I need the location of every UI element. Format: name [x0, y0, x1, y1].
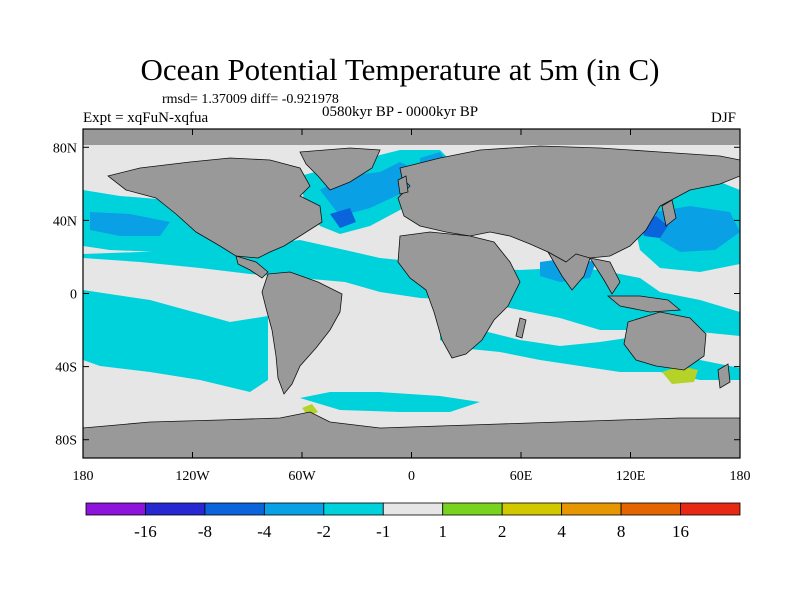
- land-india: [546, 250, 591, 291]
- land-indonesia: [606, 295, 682, 313]
- colorbar-swatch: [204, 502, 265, 516]
- colorbar-swatch: [620, 502, 681, 516]
- colorbar-label: -4: [257, 522, 272, 541]
- land-uk: [397, 175, 409, 195]
- rmsd-diff-text: rmsd= 1.37009 diff= -0.921978: [162, 92, 339, 107]
- land-madagascar: [515, 317, 527, 339]
- colorbar-label: -16: [134, 522, 157, 541]
- anomaly-region-south-australia: [662, 366, 698, 384]
- land-eurasia: [397, 145, 740, 263]
- colorbar-label: 2: [498, 522, 507, 541]
- y-tick-label: 0: [70, 288, 77, 303]
- land-japan: [661, 199, 677, 227]
- land-southeast-asia: [589, 257, 621, 295]
- land-central-america: [235, 255, 269, 279]
- land-australia: [623, 311, 707, 371]
- colorbar-swatch: [680, 502, 741, 516]
- anomaly-region-arctic-atlantic: [320, 162, 420, 216]
- season-label: DJF: [711, 110, 737, 126]
- colorbar-swatch: [85, 502, 146, 516]
- colorbar-label: 8: [617, 522, 626, 541]
- land-greenland: [299, 147, 381, 191]
- x-tick-label: 180: [730, 469, 751, 484]
- land-masses: [83, 145, 740, 458]
- anomaly-region-south-pacific: [83, 290, 268, 392]
- period-label: 0580kyr BP - 0000kyr BP: [322, 104, 479, 120]
- land-arctic-cap: [83, 129, 740, 145]
- chart-title: Ocean Potential Temperature at 5m (in C): [140, 52, 660, 87]
- anomaly-region-gulf-stream: [330, 208, 356, 228]
- colorbar-swatch: [442, 502, 503, 516]
- experiment-label: Expt = xqFuN-xqfua: [83, 110, 209, 126]
- colorbar-label: -8: [198, 522, 212, 541]
- land-new-zealand: [717, 363, 731, 389]
- colorbar: -16 -8 -4 -2 -1 1 2 4 8 16: [85, 502, 741, 541]
- x-tick-label: 60E: [510, 469, 533, 484]
- colorbar-swatch: [382, 502, 444, 516]
- y-tick-label: 40S: [55, 361, 77, 376]
- land-antarctica: [83, 411, 740, 458]
- land-africa: [397, 231, 521, 359]
- land-north-america: [107, 157, 323, 259]
- x-tick-label: 180: [73, 469, 94, 484]
- y-tick-label: 80S: [55, 434, 77, 449]
- anomaly-region-northeast-pacific: [90, 212, 170, 236]
- colorbar-swatch: [263, 502, 325, 516]
- colorbar-swatch: [501, 502, 563, 516]
- colorbar-label: 1: [438, 522, 447, 541]
- colorbar-label: 16: [672, 522, 689, 541]
- axis-ticks: 80N 40N 0 40S 80S 180 120W 60W 0 60E 120E 180: [53, 129, 751, 484]
- colorbar-swatch: [323, 502, 384, 516]
- colorbar-label: 4: [557, 522, 566, 541]
- x-tick-label: 120E: [616, 469, 646, 484]
- x-tick-label: 0: [408, 469, 415, 484]
- x-tick-label: 60W: [288, 469, 316, 484]
- colorbar-label: -1: [376, 522, 390, 541]
- colorbar-swatch: [561, 502, 622, 516]
- land-south-america: [261, 271, 343, 395]
- x-tick-label: 120W: [175, 469, 210, 484]
- colorbar-swatch: [145, 502, 206, 516]
- y-tick-label: 80N: [53, 141, 77, 156]
- y-tick-label: 40N: [53, 214, 77, 229]
- anomaly-region-southern-ocean: [300, 392, 480, 412]
- colorbar-label: -2: [317, 522, 331, 541]
- anomaly-field: [83, 129, 740, 458]
